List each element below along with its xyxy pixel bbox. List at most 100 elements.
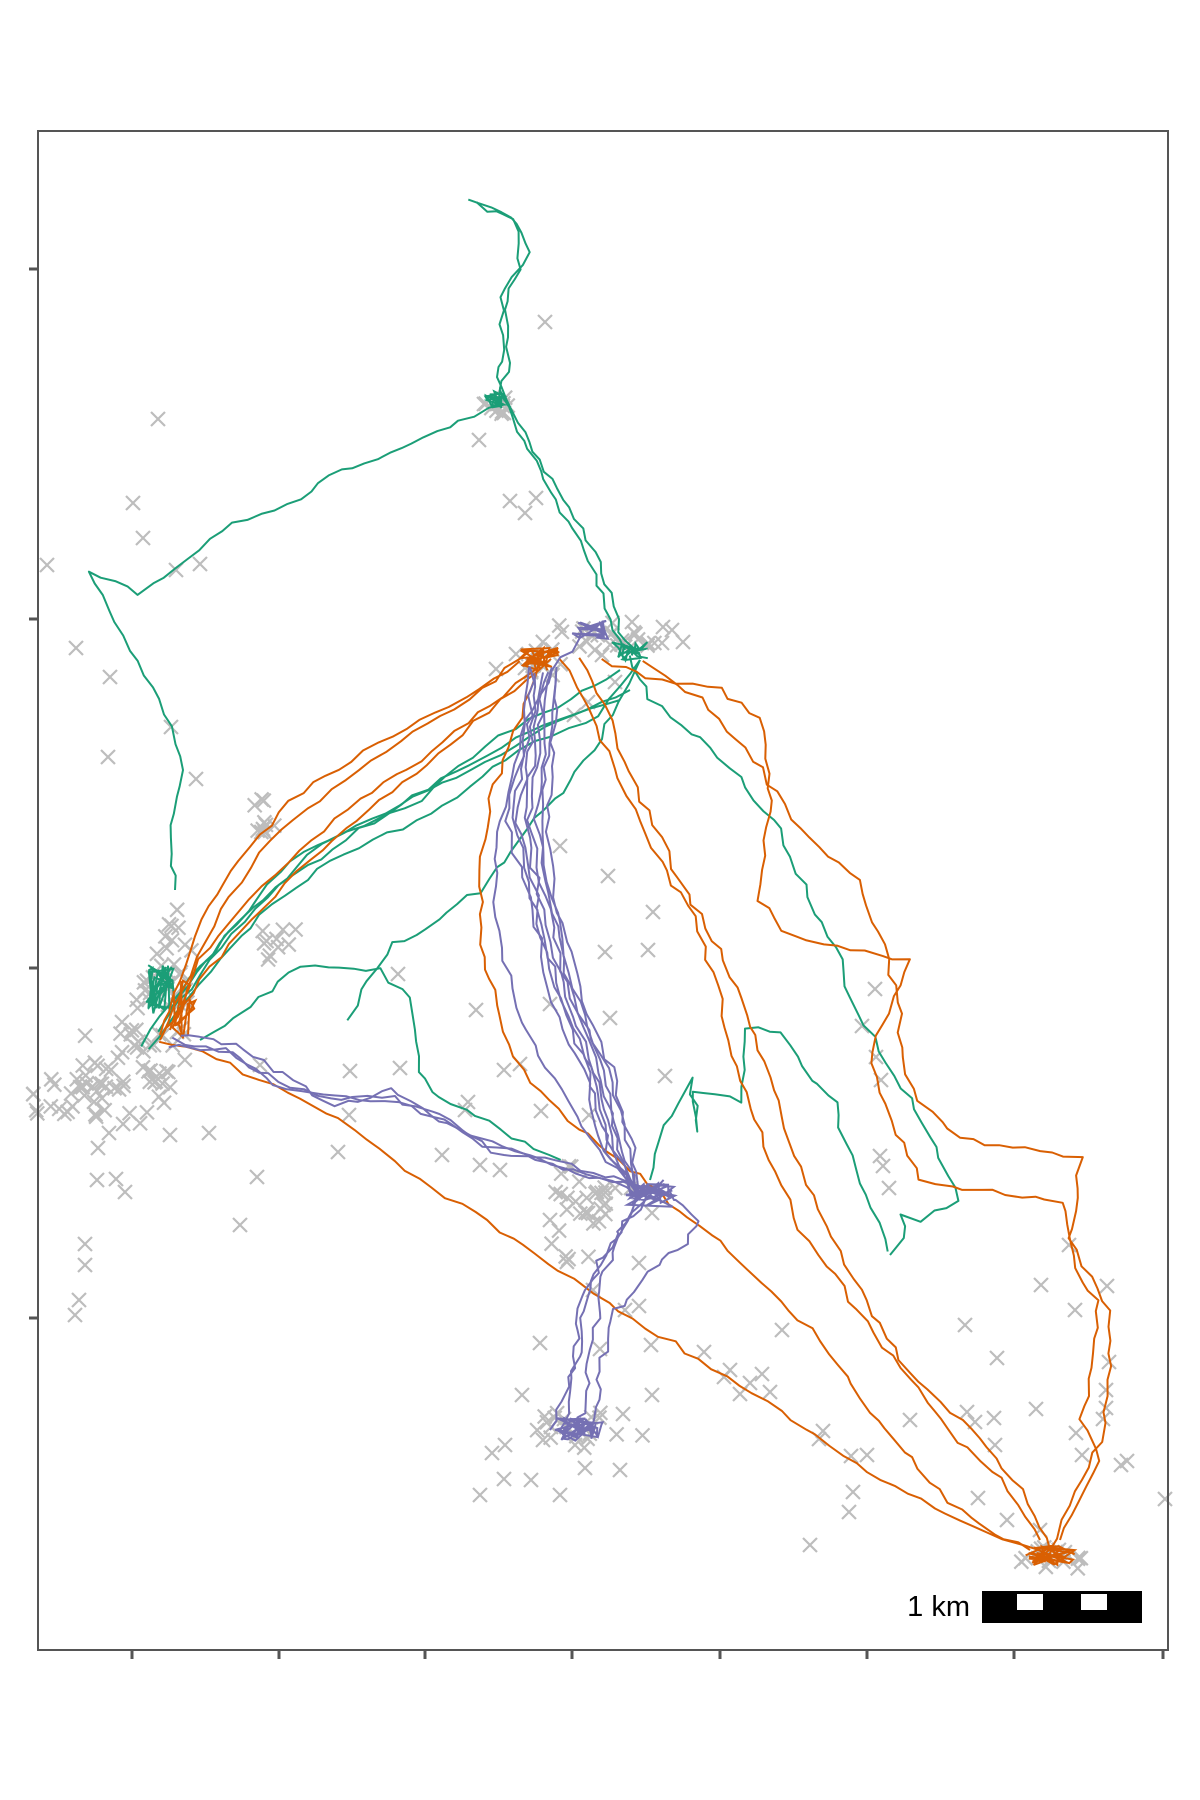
track-orange [159,660,521,1036]
background-point [188,771,204,787]
background-point [128,1022,145,1038]
track-purple [523,672,641,1201]
background-point [268,931,285,947]
background-point [597,944,613,960]
background-point [532,1335,548,1351]
track-orange-cluster [171,979,198,1039]
background-point [86,1094,102,1110]
background-point [287,921,304,938]
background-point [615,1406,631,1422]
background-point [970,1490,986,1506]
background-point [275,921,291,938]
background-point [608,1426,625,1443]
background-point [815,1423,831,1439]
background-point [959,1404,975,1420]
background-point [902,1412,918,1428]
track-purple [526,671,641,1201]
background-point [872,1148,888,1164]
background-point [754,1366,770,1382]
track-green [147,659,641,1050]
background-point [552,838,568,854]
background-point [1095,1411,1111,1427]
track-green [475,201,626,651]
background-point [177,1052,193,1068]
background-point [98,1078,114,1095]
background-point [129,1039,145,1056]
background-point [497,1437,513,1453]
background-point [1061,1237,1077,1253]
track-green [199,964,562,1161]
background-point [841,1504,857,1520]
background-point [617,1302,633,1318]
background-point [112,1025,129,1042]
background-point [654,635,670,651]
background-point [1068,1425,1084,1441]
background-point [578,1190,595,1206]
background-point [74,1057,91,1074]
background-point [640,942,656,958]
background-point [330,1144,346,1160]
background-point [567,1193,584,1210]
track-green [169,689,631,1011]
track-orange-cluster [1025,1544,1078,1567]
background-point [612,1462,628,1478]
track-green [649,1026,889,1252]
background-point [39,557,55,573]
background-point [154,1075,171,1092]
plot-frame [37,130,1169,1651]
background-point [94,1090,110,1106]
background-point [594,647,610,663]
background-point [602,1010,618,1026]
background-point [559,1189,576,1206]
background-point [644,1387,660,1403]
scale-bar-segment [1081,1594,1107,1610]
animal-tracks [87,198,1113,1567]
background-point [103,1062,119,1078]
background-point [867,981,883,997]
background-point [163,918,180,934]
background-point [1033,1277,1049,1293]
background-point [139,1104,155,1121]
background-point [67,1307,83,1323]
background-point [150,411,166,427]
background-point [845,1484,861,1500]
track-purple [168,1043,661,1191]
background-point [77,1236,93,1252]
background-point [392,1060,408,1076]
background-point [115,1078,132,1094]
background-point [1073,1550,1089,1566]
background-point [471,432,487,448]
background-point [71,1292,87,1308]
track-orange [159,649,530,1041]
background-point [533,1103,549,1119]
background-point [580,1248,597,1265]
track-orange [478,662,1031,1551]
background-point [496,1471,512,1487]
background-point [249,1169,265,1185]
background-point [192,556,208,572]
track-purple-cluster [623,1181,678,1208]
background-point [96,1102,113,1118]
background-point [135,530,151,546]
background-point [546,1410,563,1426]
background-point [502,493,518,509]
background-point [600,868,616,884]
background-point [460,1094,476,1110]
background-point [1074,1447,1090,1463]
scale-bar: 1 km [907,1591,1142,1623]
background-point [101,1125,117,1141]
background-point [140,1063,157,1080]
track-green-cluster [483,386,508,409]
track-purple [559,1186,650,1431]
background-point [957,1317,973,1333]
track-orange [578,657,1051,1551]
track-orange-cluster [517,645,560,672]
background-point [68,640,84,656]
track-green [346,659,641,1021]
background-point [560,1251,577,1267]
background-point [551,1222,567,1239]
background-point [63,1085,79,1102]
background-point [643,1337,659,1353]
background-point [77,1257,93,1273]
background-point [585,1215,602,1232]
